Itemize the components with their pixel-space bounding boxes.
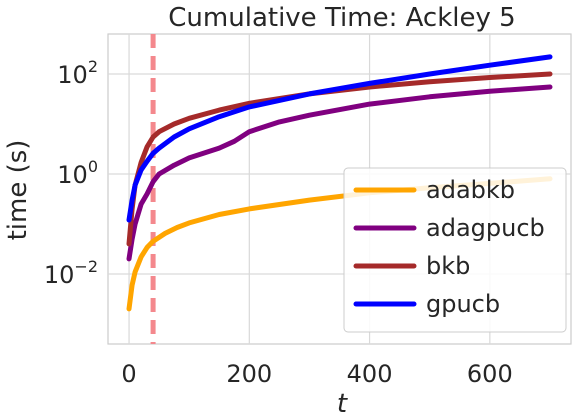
legend-label-bkb: bkb — [426, 252, 470, 280]
y-tick-label: 102 — [57, 57, 98, 89]
legend-label-gpucb: gpucb — [426, 290, 500, 318]
chart-title: Cumulative Time: Ackley 5 — [168, 3, 515, 33]
x-tick-label: 0 — [121, 360, 136, 388]
x-tick-label: 400 — [347, 360, 393, 388]
y-axis-label: time (s) — [3, 140, 33, 241]
series-line-gpucb — [126, 54, 553, 223]
legend-label-adagpucb: adagpucb — [426, 214, 545, 242]
y-axis-ticks: 10−2 100 102 — [44, 57, 98, 289]
y-tick-label: 100 — [57, 157, 98, 189]
legend-label-adabkb: adabkb — [426, 176, 515, 204]
series-line-adagpucb — [126, 84, 553, 262]
x-axis-ticks: 0 200 400 600 — [121, 360, 512, 388]
x-axis-label: t — [337, 389, 348, 418]
x-tick-label: 200 — [226, 360, 272, 388]
legend-frame — [343, 167, 567, 333]
x-tick-label: 600 — [467, 360, 513, 388]
legend: adabkb adagpucb bkb gpucb — [343, 167, 567, 333]
y-tick-label: 10−2 — [44, 257, 98, 289]
